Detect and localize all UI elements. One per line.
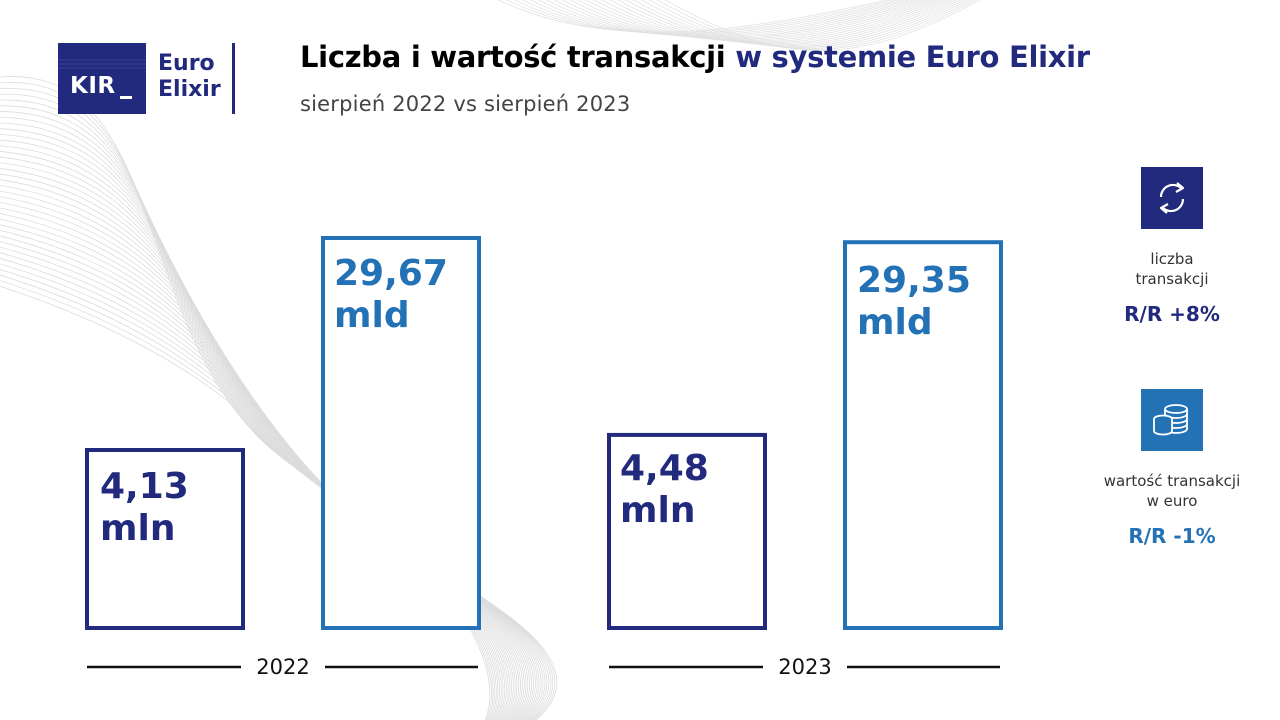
background-wave-line (505, 0, 894, 34)
page-subtitle: sierpień 2022 vs sierpień 2023 (300, 92, 631, 116)
bar-label-unit: mln (620, 490, 696, 531)
bar-label-value: 29,67 (334, 253, 448, 294)
logo-line2: Elixir (158, 77, 221, 102)
side-count-value: R/R +8% (1124, 302, 1220, 326)
side-value-line1: wartość transakcji (1103, 472, 1241, 490)
bar-2023-count (607, 432, 767, 630)
bar-label-2022-value: 29,67 mld (334, 253, 448, 337)
bar-label-unit: mln (100, 508, 176, 549)
year-label-2022: 2022 (256, 655, 310, 679)
background-wave-line (0, 82, 492, 720)
bar-label-unit: mld (857, 302, 933, 343)
background-wave-line (648, 0, 973, 49)
side-value-description: wartość transakcji w euro (1090, 471, 1254, 511)
background-wave-line (656, 0, 977, 50)
side-value-line2: w euro (1146, 492, 1198, 510)
bar-2022-count (85, 448, 245, 630)
logo-euro-elixir: Euro Elixir (158, 51, 221, 103)
title-part1: Liczba i wartość transakcji (300, 40, 726, 74)
logo-divider (232, 43, 235, 114)
bar-2023-value (843, 240, 1003, 630)
exchange-arrows-icon (1141, 167, 1203, 229)
bar-label-value: 4,48 (620, 448, 709, 489)
logo-line1: Euro (158, 51, 215, 76)
background-wave-line (640, 0, 970, 48)
bar-label-unit: mld (334, 295, 410, 336)
background-wave-line (537, 0, 915, 37)
background-wave-line (664, 0, 981, 51)
logo-lines-icon (58, 59, 146, 69)
bar-label-2022-count: 4,13 mln (100, 466, 189, 550)
bar-label-2023-value: 29,35 mld (857, 260, 971, 344)
logo-underscore (120, 96, 132, 99)
background-wave-line (0, 76, 491, 720)
year-label-2023: 2023 (778, 655, 832, 679)
background-wave-line (624, 0, 962, 47)
background-wave-line (497, 0, 889, 33)
bar-label-value: 29,35 (857, 260, 971, 301)
kir-logo: KIR (58, 43, 146, 114)
background-wave-line (632, 0, 966, 48)
side-count-line2: transakcji (1135, 270, 1209, 288)
logo-kir-text: KIR (70, 73, 116, 99)
bar-label-2023-count: 4,48 mln (620, 448, 709, 532)
page-title: Liczba i wartość transakcji w systemie E… (300, 40, 1090, 74)
background-wave-line (0, 93, 495, 720)
background-wave-line (616, 0, 958, 46)
side-value-value: R/R -1% (1128, 524, 1216, 548)
background-wave-line (553, 0, 924, 39)
side-count-line1: liczba (1150, 250, 1194, 268)
background-wave-line (0, 88, 494, 720)
side-count-description: liczba transakcji (1100, 249, 1244, 289)
coin-stack-icon (1141, 389, 1203, 451)
bar-label-value: 4,13 (100, 466, 189, 507)
title-part2: w systemie Euro Elixir (735, 40, 1090, 74)
bar-2022-value (321, 236, 481, 630)
background-wave-line (521, 0, 905, 35)
